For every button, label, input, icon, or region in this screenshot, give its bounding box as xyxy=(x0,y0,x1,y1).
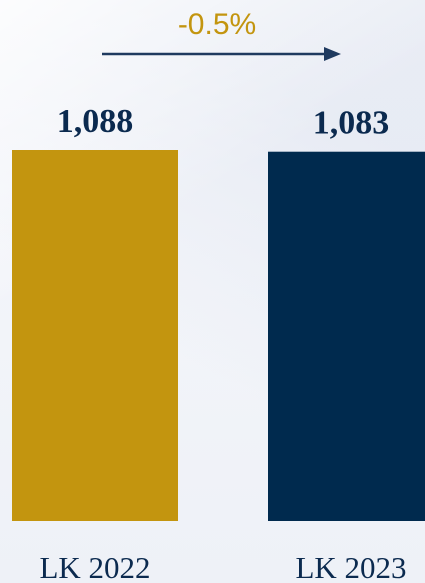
category-labels-group: LK 2022 LK 2023 xyxy=(39,550,406,583)
value-label-1: 1,088 xyxy=(57,103,134,140)
change-arrow-head xyxy=(324,47,341,61)
category-label-1: LK 2022 xyxy=(39,550,150,583)
category-label-2: LK 2023 xyxy=(295,550,406,583)
value-labels-group: 1,088 1,083 xyxy=(57,103,390,142)
bars-group xyxy=(12,150,425,521)
change-annotation: -0.5% xyxy=(102,8,341,61)
value-label-2: 1,083 xyxy=(313,105,390,142)
change-percent-label: -0.5% xyxy=(178,8,256,41)
bar-2 xyxy=(268,151,425,521)
bar-1 xyxy=(12,150,178,521)
